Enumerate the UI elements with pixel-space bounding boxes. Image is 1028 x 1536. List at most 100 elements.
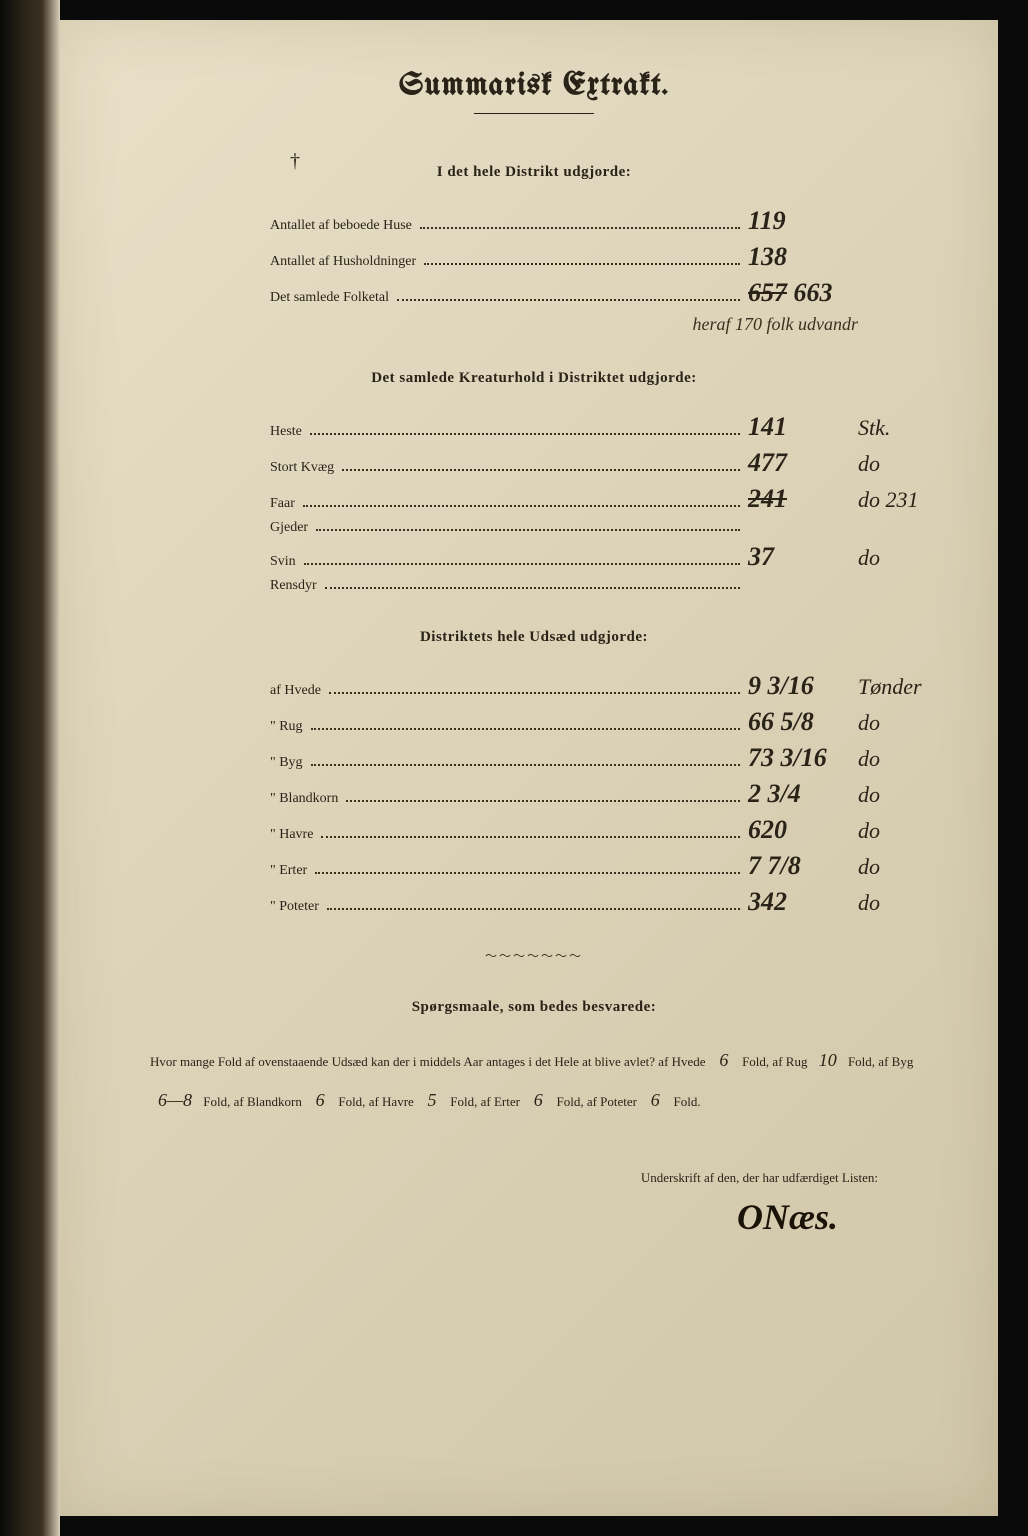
margin-mark: † bbox=[290, 150, 300, 173]
q-item-value: 6 bbox=[640, 1081, 670, 1121]
q-item-label: af Hvede bbox=[658, 1054, 705, 1069]
section3-heading: Distriktets hele Udsæd udgjorde: bbox=[130, 629, 938, 646]
row-label: Stort Kvæg bbox=[270, 460, 334, 476]
table-row: Det samlede Folketal 657 663 bbox=[130, 278, 938, 308]
leader-dots bbox=[311, 764, 740, 766]
row-label: Antallet af beboede Huse bbox=[270, 218, 412, 234]
row-unit: do bbox=[858, 710, 938, 736]
q-item-value: 6—8 bbox=[150, 1081, 200, 1121]
q-item-suffix: Fold, bbox=[848, 1054, 875, 1069]
row-value: 657 663 bbox=[748, 278, 838, 308]
q-item-value: 6 bbox=[523, 1081, 553, 1121]
row-unit: do bbox=[858, 818, 938, 844]
table-row: " Havre 620 do bbox=[130, 815, 938, 845]
page-title: Summarisk Extrakt. bbox=[130, 70, 938, 103]
table-row: Antallet af Husholdninger 138 bbox=[130, 242, 938, 272]
table-row: " Byg 73 3/16 do bbox=[130, 743, 938, 773]
row-label: Rensdyr bbox=[270, 578, 317, 594]
table-row: af Hvede 9 3/16 Tønder bbox=[130, 671, 938, 701]
row-label: " Havre bbox=[270, 827, 313, 843]
row-unit: do bbox=[858, 782, 938, 808]
row-unit: Stk. bbox=[858, 415, 938, 441]
table-row: Heste 141 Stk. bbox=[130, 412, 938, 442]
row-label: " Blandkorn bbox=[270, 791, 338, 807]
row-value: 7 7/8 bbox=[748, 851, 838, 881]
row-label: " Erter bbox=[270, 863, 307, 879]
row-value: 2 3/4 bbox=[748, 779, 838, 809]
section2-heading: Det samlede Kreaturhold i Distriktet udg… bbox=[130, 370, 938, 387]
table-row: Faar 241 do 231 bbox=[130, 484, 938, 514]
q-item-label: af Havre bbox=[369, 1094, 414, 1109]
paper-sheet: Summarisk Extrakt. † I det hele Distrikt… bbox=[60, 20, 998, 1516]
leader-dots bbox=[420, 227, 740, 229]
q-item-label: af Erter bbox=[481, 1094, 520, 1109]
row-value: 73 3/16 bbox=[748, 743, 838, 773]
signature-label: Underskrift af den, der har udfærdiget L… bbox=[130, 1170, 938, 1186]
q-item-label: af Byg bbox=[878, 1054, 913, 1069]
q-item-suffix: Fold, bbox=[556, 1094, 583, 1109]
table-row: Antallet af beboede Huse 119 bbox=[130, 206, 938, 236]
table-row: " Rug 66 5/8 do bbox=[130, 707, 938, 737]
q-item-label: af Blandkorn bbox=[234, 1094, 302, 1109]
row-label: Antallet af Husholdninger bbox=[270, 254, 416, 270]
section1-heading: I det hele Distrikt udgjorde: bbox=[130, 164, 938, 181]
row-value: 620 bbox=[748, 815, 838, 845]
table-row: " Erter 7 7/8 do bbox=[130, 851, 938, 881]
row-value: 477 bbox=[748, 448, 838, 478]
book-binding bbox=[0, 0, 60, 1536]
corrected-value: 663 bbox=[794, 278, 833, 307]
divider-rule: ～～～～～～～ bbox=[130, 947, 938, 964]
q-item-suffix: Fold, bbox=[742, 1054, 769, 1069]
leader-dots bbox=[321, 836, 740, 838]
questions-paragraph: Hvor mange Fold af ovenstaaende Udsæd ka… bbox=[130, 1041, 938, 1120]
signature-name: ONæs. bbox=[130, 1196, 938, 1238]
questions-heading: Spørgsmaale, som bedes besvarede: bbox=[130, 999, 938, 1016]
q-item-suffix: Fold. bbox=[674, 1094, 701, 1109]
leader-dots bbox=[397, 299, 740, 301]
row-value: 9 3/16 bbox=[748, 671, 838, 701]
leader-dots bbox=[304, 563, 740, 565]
page-frame: Summarisk Extrakt. † I det hele Distrikt… bbox=[0, 0, 1028, 1536]
row-label: " Poteter bbox=[270, 899, 319, 915]
q-item-value: 10 bbox=[811, 1041, 845, 1081]
row-label: Gjeder bbox=[270, 520, 308, 536]
row-unit: Tønder bbox=[858, 674, 938, 700]
row-label: " Byg bbox=[270, 755, 303, 771]
table-row: Rensdyr bbox=[130, 578, 938, 594]
q-item-label: af Rug bbox=[772, 1054, 807, 1069]
leader-dots bbox=[327, 908, 740, 910]
row-value: 241 bbox=[748, 484, 838, 514]
q-item-suffix: Fold, bbox=[338, 1094, 365, 1109]
row-unit: do bbox=[858, 854, 938, 880]
struck-value: 657 bbox=[748, 278, 787, 307]
question-intro: Hvor mange Fold af ovenstaaende Udsæd ka… bbox=[150, 1054, 655, 1069]
row-value: 37 bbox=[748, 542, 838, 572]
margin-annotation: heraf 170 folk udvandr bbox=[130, 314, 938, 335]
row-label: " Rug bbox=[270, 719, 303, 735]
q-item-suffix: Fold, bbox=[450, 1094, 477, 1109]
table-row: Gjeder bbox=[130, 520, 938, 536]
row-unit: do 231 bbox=[858, 487, 938, 513]
leader-dots bbox=[316, 529, 740, 531]
row-label: af Hvede bbox=[270, 683, 321, 699]
leader-dots bbox=[303, 505, 740, 507]
table-row: Stort Kvæg 477 do bbox=[130, 448, 938, 478]
leader-dots bbox=[346, 800, 740, 802]
leader-dots bbox=[342, 469, 740, 471]
row-value: 141 bbox=[748, 412, 838, 442]
table-row: " Poteter 342 do bbox=[130, 887, 938, 917]
row-unit: do bbox=[858, 451, 938, 477]
q-item-label: af Poteter bbox=[587, 1094, 637, 1109]
leader-dots bbox=[310, 433, 740, 435]
row-value: 66 5/8 bbox=[748, 707, 838, 737]
leader-dots bbox=[315, 872, 740, 874]
row-label: Det samlede Folketal bbox=[270, 290, 389, 306]
row-unit: do bbox=[858, 890, 938, 916]
q-item-value: 6 bbox=[709, 1041, 739, 1081]
row-value: 342 bbox=[748, 887, 838, 917]
row-value: 138 bbox=[748, 242, 838, 272]
row-unit: do bbox=[858, 746, 938, 772]
leader-dots bbox=[311, 728, 740, 730]
row-unit: do bbox=[858, 545, 938, 571]
leader-dots bbox=[329, 692, 740, 694]
